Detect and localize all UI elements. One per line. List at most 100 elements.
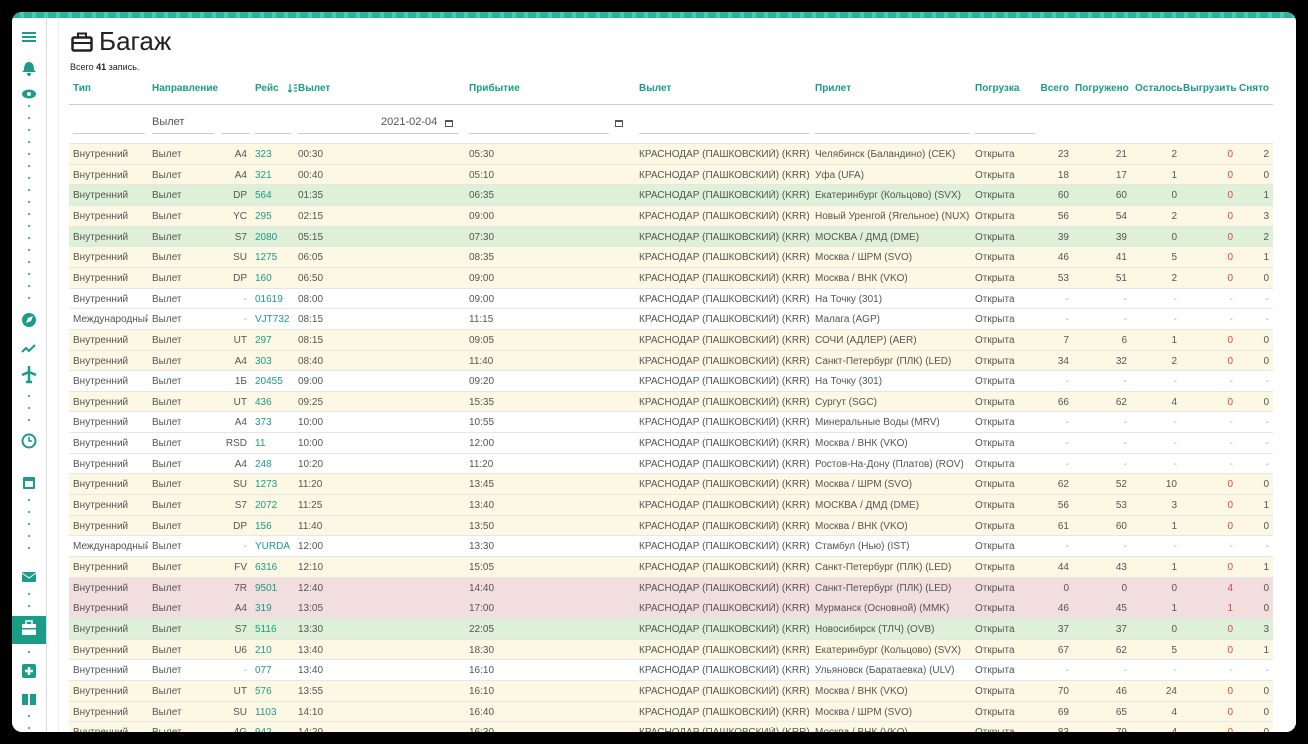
cell: - — [1265, 541, 1269, 553]
cell: КРАСНОДАР (ПАШКОВСКИЙ) (KRR) — [639, 665, 809, 677]
table-row[interactable]: Внутренний Вылет -077 13:40 16:10 КРАСНОДАР (… — [69, 659, 1273, 681]
cell[interactable]: 1273 — [255, 479, 278, 491]
table-row[interactable]: Внутренний Вылет A4 303 08:40 11:40 КРАСНОДАР … — [69, 349, 1273, 371]
filter-input[interactable] — [469, 133, 609, 134]
nav-dot — [28, 189, 30, 191]
table-row[interactable]: Международный Вылет - VJT732 08:15 11:15 КРАСН… — [69, 308, 1273, 330]
column-header[interactable]: Погружено — [1075, 83, 1129, 94]
column-header[interactable]: Направление — [152, 83, 219, 94]
nav-dot — [28, 261, 30, 263]
column-header[interactable]: Прилет — [815, 83, 851, 94]
table-row[interactable]: Внутренний Вылет S7 2072 11:25 13:40 КРАСНОДАР… — [69, 494, 1273, 516]
cell: Вылет — [152, 685, 182, 697]
table-row[interactable]: Внутренний Вылет A4 319 13:05 17:00 КРАСНОДАР … — [69, 597, 1273, 619]
cell[interactable]: 319 — [255, 603, 272, 615]
calendar-icon[interactable] — [614, 118, 624, 128]
cell[interactable]: 5116 — [255, 623, 277, 635]
cell[interactable]: 303 — [255, 355, 272, 367]
cell[interactable]: 156 — [255, 520, 272, 532]
calendar-icon[interactable] — [444, 118, 454, 128]
nav-dot — [28, 407, 30, 409]
table-row[interactable]: Внутренний Вылет FV 6316 12:10 15:05 КРАСНОДАР… — [69, 556, 1273, 577]
table-row[interactable]: Внутренний Вылет DP 160 06:50 09:00 КРАСНОДАР … — [69, 266, 1273, 288]
filter-input[interactable] — [73, 133, 145, 134]
table-row[interactable]: Внутренний Вылет SU 1273 11:20 13:45 КРАСНОДАР… — [69, 473, 1273, 495]
direction-filter[interactable]: Вылет — [152, 116, 185, 128]
table-row[interactable]: Внутренний Вылет YC 295 02:15 09:00 КРАСНОДАР … — [69, 204, 1273, 226]
sort-icon[interactable] — [288, 83, 298, 94]
filter-input[interactable] — [152, 133, 214, 134]
cell[interactable]: 321 — [255, 169, 272, 181]
cell[interactable]: 564 — [255, 190, 272, 202]
date-filter[interactable]: 2021-02-04 — [381, 116, 438, 128]
cell[interactable]: 1275 — [255, 252, 278, 264]
table-row[interactable]: Внутренний Вылет A4 248 10:20 11:20 КРАСНОДАР … — [69, 452, 1273, 474]
cell[interactable]: 942 — [255, 727, 295, 732]
cell[interactable]: 297 — [255, 334, 272, 346]
cell[interactable]: 576 — [255, 685, 272, 697]
column-header[interactable]: Рейс — [255, 83, 279, 94]
column-header[interactable]: Прибытие — [469, 83, 520, 94]
table-row[interactable]: Внутренний Вылет U6 210 13:40 18:30 КРАСНОДАР … — [69, 638, 1273, 660]
column-header[interactable]: Всего — [1040, 83, 1070, 94]
filter-input[interactable] — [815, 133, 970, 134]
table-row[interactable]: Внутренний Вылет SU 1103 14:10 16:40 КРАСНОДАР… — [69, 700, 1273, 722]
cell[interactable]: 077 — [255, 665, 272, 677]
cell[interactable]: VJT732 — [255, 314, 290, 326]
cell[interactable]: 295 — [255, 210, 272, 222]
table-row[interactable]: Внутренний Вылет S7 2080 05:15 07:30 КРАСНОДАР… — [69, 225, 1273, 247]
cell[interactable]: 210 — [255, 644, 272, 656]
cell[interactable]: 20455 — [255, 376, 283, 388]
column-header[interactable]: Вылет — [298, 83, 331, 94]
cell: 0 — [1121, 582, 1127, 594]
cell: 0 — [1263, 582, 1269, 594]
table-row[interactable]: Внутренний Вылет A4 321 00:40 05:10 КРАСНОДАР … — [69, 163, 1273, 185]
cell[interactable]: 6316 — [255, 562, 278, 573]
table-row[interactable]: Внутренний Вылет DP 564 01:35 06:35 КРАСНОДАР … — [69, 184, 1273, 206]
cell[interactable]: 01619 — [255, 293, 283, 305]
filter-input[interactable] — [222, 133, 250, 134]
filter-input[interactable] — [975, 133, 1035, 134]
table-row[interactable]: Внутренний Вылет UT 297 08:15 09:05 КРАСНОДАР … — [69, 328, 1273, 350]
cell[interactable]: 323 — [255, 149, 272, 160]
table-row[interactable]: Внутренний Вылет DP 156 11:40 13:50 КРАСНОДАР … — [69, 514, 1273, 536]
cell: - — [1173, 376, 1177, 388]
cell[interactable]: 2072 — [255, 500, 278, 512]
cell[interactable]: 160 — [255, 272, 272, 284]
table-row[interactable]: Внутренний Вылет SU 1275 06:05 08:35 КРАСНОДАР… — [69, 246, 1273, 268]
filter-input[interactable] — [298, 133, 458, 134]
cell[interactable]: 1103 — [255, 706, 277, 718]
column-header[interactable]: Осталось — [1135, 83, 1183, 94]
cell: КРАСНОДАР (ПАШКОВСКИЙ) (KRR) — [639, 644, 809, 656]
table-row[interactable]: Внутренний Вылет A4 323 00:30 05:30 КРАСНОДАР … — [69, 143, 1273, 164]
table-row[interactable]: Внутренний Вылет -01619 08:00 09:00 КРАСНОДАР… — [69, 287, 1273, 309]
cell: - — [1123, 376, 1127, 388]
table-row[interactable]: Внутренний Вылет UT 436 09:25 15:35 КРАСНОДАР … — [69, 390, 1273, 412]
cell[interactable]: 2080 — [255, 231, 278, 243]
column-header[interactable]: Вылет — [639, 83, 672, 94]
table-row[interactable]: Внутренний Вылет 1Б 20455 09:00 09:20 КРАСНОДА… — [69, 370, 1273, 392]
table-row[interactable]: Внутренний Вылет UT 576 13:55 16:10 КРАСНОДАР … — [69, 679, 1273, 701]
cell[interactable]: 11 — [255, 438, 266, 450]
column-header[interactable]: Снято — [1239, 83, 1269, 94]
table-row[interactable]: Внутренний Вылет S7 5116 13:30 22:05 КРАСНОДАР… — [69, 617, 1273, 639]
table-row[interactable]: Внутренний Вылет 4G 94214:20 16:30 КРАСНОДАР … — [69, 721, 1273, 732]
table-row[interactable]: Внутренний Вылет 7R 9501 12:40 14:40 КРАСНОДАР… — [69, 576, 1273, 598]
cell: 65 — [1115, 706, 1127, 718]
cell[interactable]: 248 — [255, 458, 272, 470]
cell[interactable]: YURDA — [255, 541, 291, 553]
cell[interactable]: 9501 — [255, 582, 278, 594]
table-row[interactable]: Внутренний Вылет A4 373 10:00 10:55 КРАСНОДАР … — [69, 411, 1273, 433]
cell: 0 — [1227, 149, 1233, 160]
filter-input[interactable] — [639, 133, 809, 134]
filter-input[interactable] — [255, 133, 291, 134]
column-header[interactable]: Тип — [73, 83, 91, 94]
cell[interactable]: 436 — [255, 396, 272, 408]
column-header[interactable]: Выгрузить — [1183, 83, 1237, 94]
column-header[interactable]: Погрузка — [975, 83, 1020, 94]
table-row[interactable]: Международный Вылет - YURDA 12:00 13:30 КРАСНО… — [69, 535, 1273, 557]
cell[interactable]: 373 — [255, 417, 272, 429]
top-stripe — [12, 12, 1296, 18]
cell: 10:55 — [469, 417, 495, 429]
table-row[interactable]: Внутренний Вылет RSD 11 10:00 12:00 КРАСНОДАР … — [69, 432, 1273, 454]
